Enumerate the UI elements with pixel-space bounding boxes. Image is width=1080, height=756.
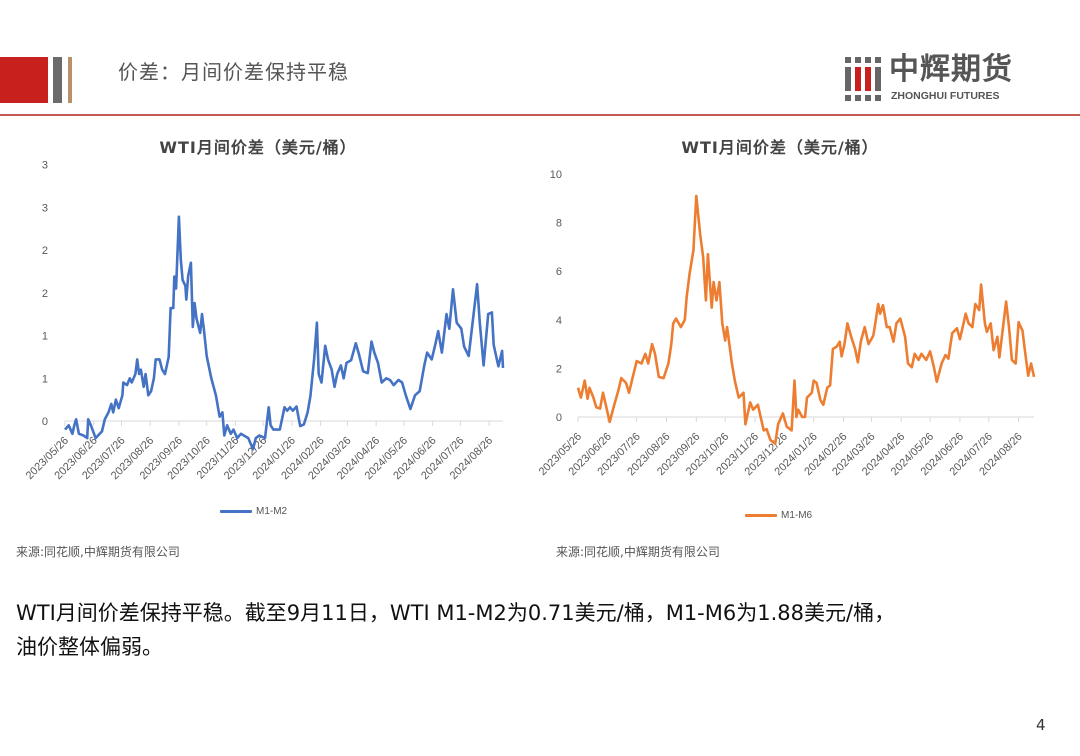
chart-title-m1-m2: WTI月间价差（美元/桶） [159,138,357,157]
logo-english-name: ZHONGHUI FUTURES [891,90,1000,102]
legend-label: M1-M2 [256,506,288,517]
logo-mark-icon [845,57,881,101]
y-tick-label: 0 [42,416,48,428]
y-tick-label: 2 [42,288,48,300]
series-line-m1-m6 [576,194,1036,445]
source-note-right: 来源:同花顺,中辉期货有限公司 [556,545,720,559]
header-divider [0,114,1080,116]
y-tick-label: 8 [556,218,562,230]
company-logo: 中辉期货 ZHONGHUI FUTURES [845,53,1020,103]
y-tick-label: 3 [42,202,48,214]
summary-line-2: 油价整体偏弱。 [16,635,163,659]
header-tan-bar [68,57,72,103]
y-tick-label: 2 [556,363,562,375]
page-number: 4 [1036,716,1046,734]
y-tick-label: 3 [42,160,48,172]
legend-swatch [220,510,252,513]
chart-m1-m2: 01122332023/05/262023/06/262023/07/26202… [24,160,505,482]
legend-m1-m6: M1-M6 [745,510,812,521]
summary-line-1: WTI月间价差保持平稳。截至9月11日，WTI M1-M2为0.71美元/桶，M… [16,601,896,625]
chart-m1-m6: 02468102023/05/262023/06/262023/07/26202… [537,169,1036,478]
y-tick-label: 4 [556,315,562,327]
y-tick-label: 1 [42,331,48,343]
y-tick-label: 1 [42,373,48,385]
header-red-block [0,57,48,103]
y-tick-label: 6 [556,266,562,278]
legend-m1-m2: M1-M2 [220,506,287,517]
logo-chinese-name: 中辉期货 [889,52,1013,87]
y-tick-label: 0 [556,412,562,424]
summary-text: WTI月间价差保持平稳。截至9月11日，WTI M1-M2为0.71美元/桶，M… [16,596,1078,664]
y-tick-label: 10 [550,169,562,181]
source-note-left: 来源:同花顺,中辉期货有限公司 [16,545,180,559]
y-tick-label: 2 [42,245,48,257]
legend-swatch [745,514,777,517]
series-line-m1-m2 [64,215,505,451]
legend-label: M1-M6 [781,510,813,521]
header-gray-bar [53,57,62,103]
chart-title-m1-m6: WTI月间价差（美元/桶） [681,138,879,157]
slide-title: 价差：月间价差保持平稳 [118,60,349,84]
